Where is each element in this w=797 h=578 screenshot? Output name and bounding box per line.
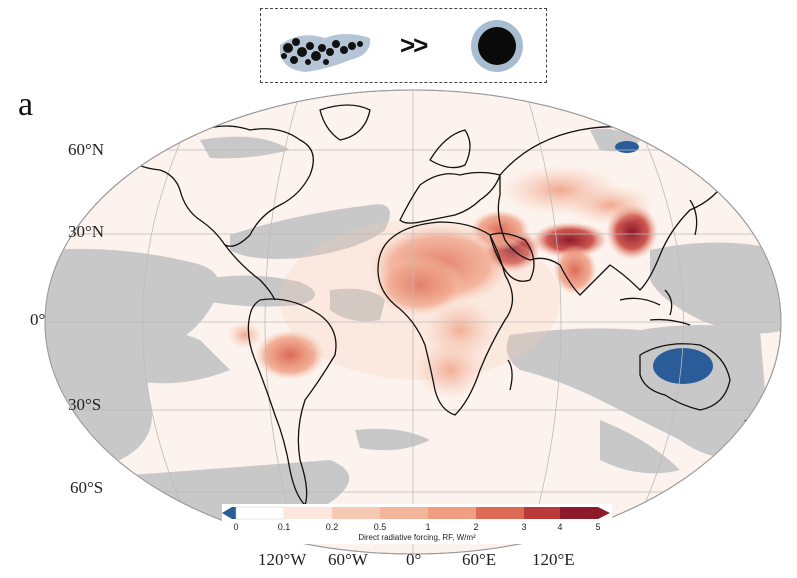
lat-label-60n: 60°N [68, 140, 105, 159]
colorbar-tick: 0.2 [325, 522, 339, 532]
colorbar-tick: 0 [233, 522, 239, 532]
sphere-particle-icon [471, 20, 523, 72]
lon-label-60e: 60°E [462, 550, 497, 569]
colorbar-tick: 3 [521, 522, 527, 532]
colorbar-bar [222, 506, 610, 520]
lat-label-30n: 30°N [68, 222, 105, 241]
colorbar-tick: 0.5 [373, 522, 387, 532]
colorbar-tick: 1 [425, 522, 431, 532]
lon-label-60w: 60°W [328, 550, 368, 569]
lon-label-120e: 120°E [532, 550, 575, 569]
colorbar-tick: 5 [595, 522, 601, 532]
inset-box [260, 8, 547, 83]
colorbar-title: Direct radiative forcing, RF, W/m² [358, 533, 476, 542]
graticule [45, 90, 781, 554]
fractal-aggregate-icon [280, 34, 371, 72]
lat-label-0: 0° [30, 310, 46, 329]
lat-label-30s: 30°S [68, 395, 102, 414]
lon-label-120w: 120°W [258, 550, 307, 569]
colorbar-tick: 2 [473, 522, 479, 532]
panel-letter: a [18, 86, 34, 123]
forcing-field [227, 141, 713, 400]
much-greater-than-symbol: >> [400, 30, 428, 60]
lat-label-60s: 60°S [70, 478, 104, 497]
colorbar-tick: 0.1 [277, 522, 291, 532]
lon-label-0: 0° [406, 550, 422, 569]
colorbar: 0 0.1 0.2 0.5 1 2 3 4 5 Direct radiative… [222, 504, 612, 544]
colorbar-tick: 4 [557, 522, 563, 532]
